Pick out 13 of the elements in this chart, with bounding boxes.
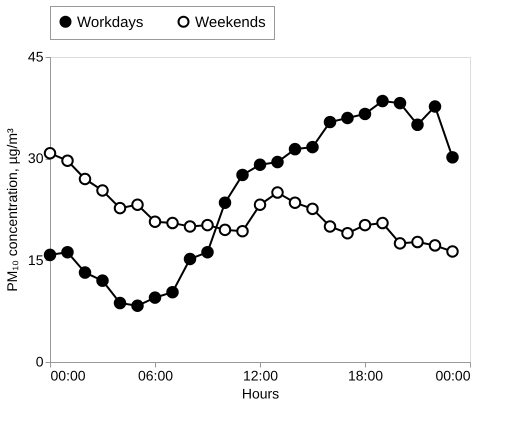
y-axis-title: PM₁₀ concentration, µg/m³ [4, 128, 20, 292]
x-tick-label: 00:00 [50, 368, 86, 384]
x-axis-title: Hours [242, 386, 280, 402]
y-tick-label: 15 [28, 252, 44, 268]
y-tick-label: 0 [36, 354, 44, 370]
x-tick-label: 00:00 [435, 368, 471, 384]
legend-label: Weekends [195, 14, 266, 31]
legend-label: Workdays [77, 14, 144, 31]
x-tick-label: 18:00 [348, 368, 384, 384]
y-tick-label: 45 [28, 48, 44, 64]
x-tick-label: 12:00 [242, 368, 278, 384]
y-tick-label: 30 [28, 150, 44, 166]
x-tick-label: 06:00 [138, 368, 174, 384]
